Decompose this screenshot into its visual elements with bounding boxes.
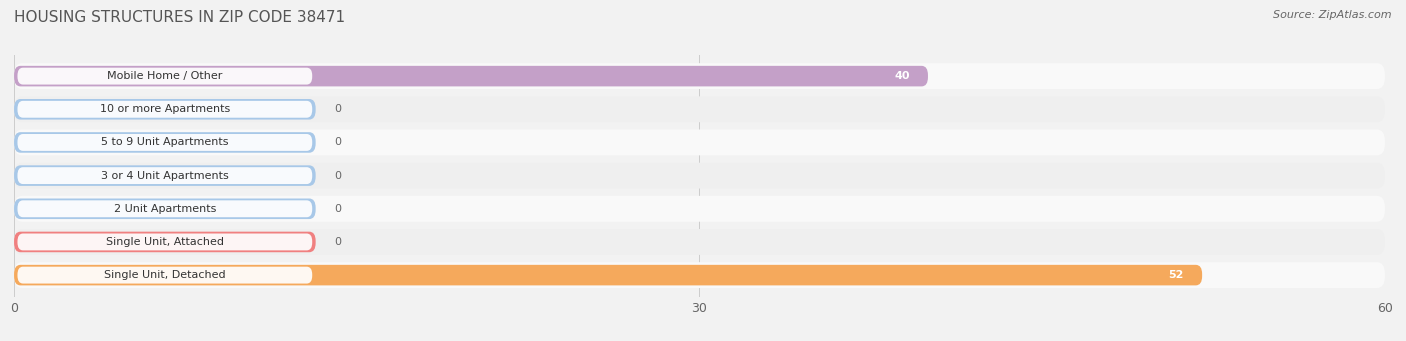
Text: 0: 0 [335, 137, 340, 147]
FancyBboxPatch shape [14, 232, 316, 252]
FancyBboxPatch shape [14, 198, 316, 219]
FancyBboxPatch shape [14, 132, 316, 153]
FancyBboxPatch shape [14, 63, 1385, 89]
Text: 0: 0 [335, 170, 340, 181]
Text: Single Unit, Attached: Single Unit, Attached [105, 237, 224, 247]
FancyBboxPatch shape [14, 262, 1385, 288]
FancyBboxPatch shape [14, 165, 316, 186]
Text: Single Unit, Detached: Single Unit, Detached [104, 270, 226, 280]
Text: 52: 52 [1168, 270, 1184, 280]
FancyBboxPatch shape [17, 201, 312, 217]
FancyBboxPatch shape [14, 196, 1385, 222]
FancyBboxPatch shape [17, 167, 312, 184]
Text: HOUSING STRUCTURES IN ZIP CODE 38471: HOUSING STRUCTURES IN ZIP CODE 38471 [14, 10, 346, 25]
Text: 10 or more Apartments: 10 or more Apartments [100, 104, 231, 114]
Text: Mobile Home / Other: Mobile Home / Other [107, 71, 222, 81]
FancyBboxPatch shape [17, 68, 312, 85]
Text: 0: 0 [335, 237, 340, 247]
FancyBboxPatch shape [17, 101, 312, 118]
Text: 40: 40 [894, 71, 910, 81]
Text: 0: 0 [335, 104, 340, 114]
FancyBboxPatch shape [14, 163, 1385, 189]
FancyBboxPatch shape [14, 99, 316, 120]
FancyBboxPatch shape [17, 234, 312, 250]
FancyBboxPatch shape [14, 66, 928, 86]
FancyBboxPatch shape [17, 267, 312, 284]
Text: 3 or 4 Unit Apartments: 3 or 4 Unit Apartments [101, 170, 229, 181]
Text: Source: ZipAtlas.com: Source: ZipAtlas.com [1274, 10, 1392, 20]
Text: 2 Unit Apartments: 2 Unit Apartments [114, 204, 217, 214]
Text: 5 to 9 Unit Apartments: 5 to 9 Unit Apartments [101, 137, 229, 147]
FancyBboxPatch shape [14, 130, 1385, 155]
FancyBboxPatch shape [14, 229, 1385, 255]
FancyBboxPatch shape [14, 265, 1202, 285]
FancyBboxPatch shape [17, 134, 312, 151]
FancyBboxPatch shape [14, 97, 1385, 122]
Text: 0: 0 [335, 204, 340, 214]
